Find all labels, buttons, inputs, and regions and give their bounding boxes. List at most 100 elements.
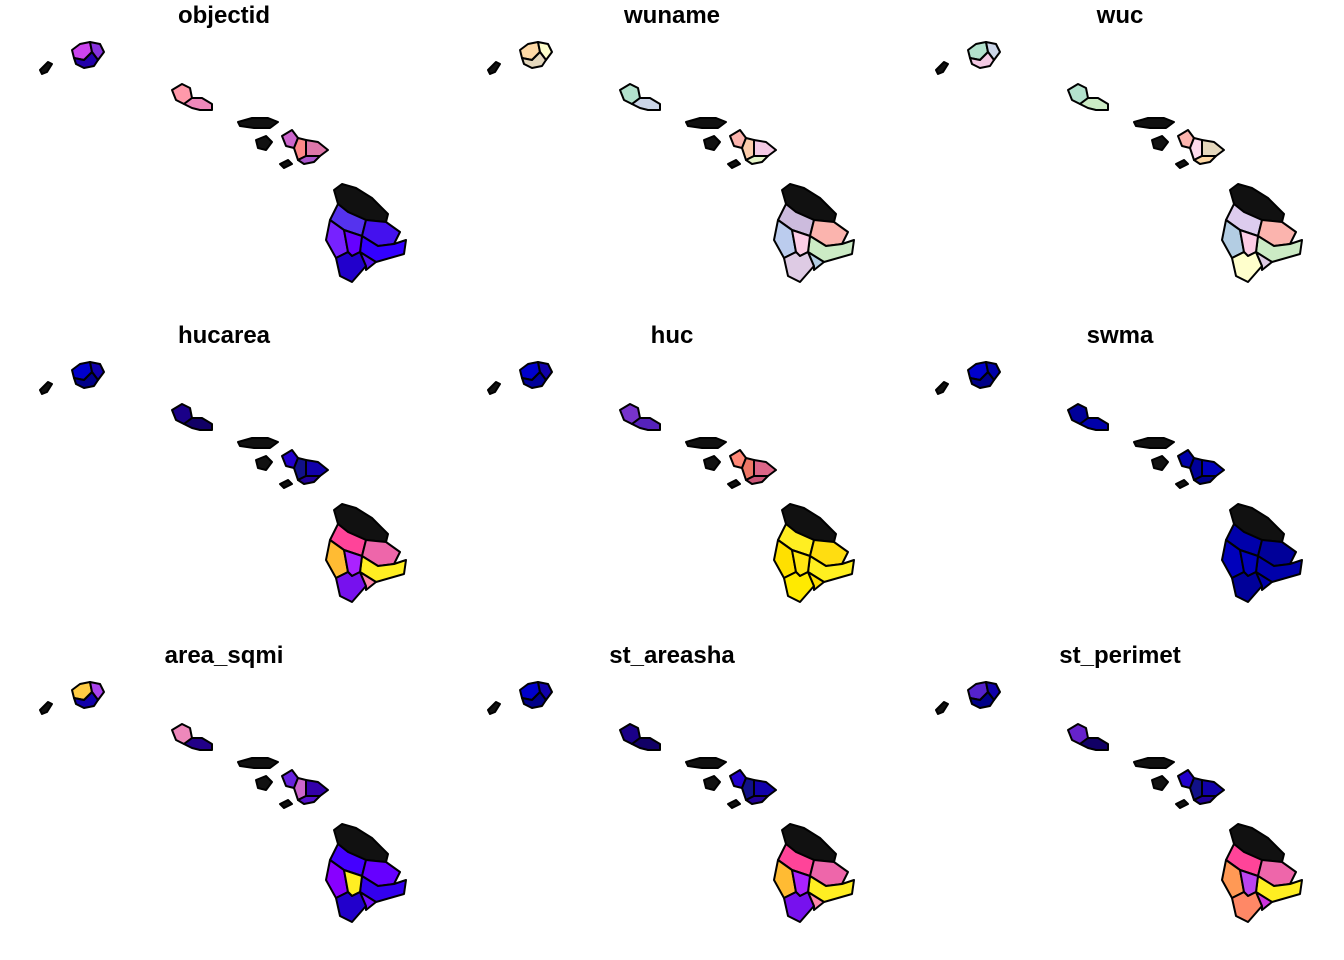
panel-title: swma	[1086, 322, 1154, 349]
map-region-other	[1133, 117, 1175, 129]
map-region-other	[39, 61, 53, 75]
map-region-maui3	[1201, 459, 1225, 477]
map-region-maui4	[1193, 475, 1217, 485]
map-panel-st-perimet: st_perimet	[896, 640, 1344, 960]
hawaii-map	[39, 41, 407, 283]
map-panel-st-areasha: st_areasha	[448, 640, 896, 960]
map-region-other	[255, 775, 273, 791]
hawaii-map	[935, 681, 1303, 923]
panel-title: wuname	[623, 2, 721, 29]
map-panel-area-sqmi: area_sqmi	[0, 640, 448, 960]
map-region-other	[237, 117, 279, 129]
map-panel-swma: swma	[896, 320, 1344, 640]
map-region-bigG	[359, 251, 377, 271]
map-region-other	[727, 159, 741, 169]
hawaii-map	[39, 361, 407, 603]
hawaii-map	[487, 361, 855, 603]
map-region-other	[487, 61, 501, 75]
map-region-maui3	[753, 459, 777, 477]
map-region-other	[1151, 135, 1169, 151]
map-region-kauai2	[537, 361, 553, 381]
map-region-bigG	[807, 891, 825, 911]
map-region-oahu2	[183, 737, 213, 751]
map-region-maui4	[297, 155, 321, 165]
map-region-maui4	[297, 795, 321, 805]
map-region-maui3	[1201, 779, 1225, 797]
map-region-other	[703, 455, 721, 471]
map-region-other	[1133, 757, 1175, 769]
map-region-other	[685, 117, 727, 129]
map-region-kauai3	[969, 51, 995, 69]
map-region-oahu2	[631, 417, 661, 431]
map-region-maui4	[745, 155, 769, 165]
hawaii-map	[487, 681, 855, 923]
map-region-kauai2	[537, 681, 553, 701]
map-region-other	[1175, 799, 1189, 809]
map-region-kauai3	[73, 371, 99, 389]
hawaii-map	[935, 361, 1303, 603]
map-region-maui4	[745, 795, 769, 805]
map-region-other	[279, 159, 293, 169]
map-region-other	[727, 479, 741, 489]
map-region-other	[279, 479, 293, 489]
map-region-maui3	[305, 459, 329, 477]
map-region-maui3	[1201, 139, 1225, 157]
map-region-other	[935, 381, 949, 395]
map-region-kauai3	[521, 691, 547, 709]
map-region-bigG	[807, 251, 825, 271]
map-region-other	[237, 757, 279, 769]
map-region-kauai3	[73, 51, 99, 69]
map-panel-huc: huc	[448, 320, 896, 640]
map-region-kauai2	[89, 361, 105, 381]
map-region-bigG	[1255, 571, 1273, 591]
map-region-other	[39, 381, 53, 395]
map-region-maui3	[305, 139, 329, 157]
map-panel-objectid: objectid	[0, 0, 448, 320]
map-panel-hucarea: hucarea	[0, 320, 448, 640]
map-region-bigG	[1255, 251, 1273, 271]
map-region-other	[935, 61, 949, 75]
map-panel-wuc: wuc	[896, 0, 1344, 320]
map-region-maui3	[305, 779, 329, 797]
map-region-kauai2	[985, 41, 1001, 61]
panel-title: st_perimet	[1059, 642, 1181, 669]
map-region-other	[703, 135, 721, 151]
map-region-maui4	[297, 475, 321, 485]
map-region-oahu2	[1079, 737, 1109, 751]
map-region-other	[685, 437, 727, 449]
panel-title: wuc	[1096, 2, 1144, 29]
map-region-maui4	[1193, 155, 1217, 165]
map-region-oahu2	[631, 97, 661, 111]
map-region-kauai3	[969, 371, 995, 389]
map-region-bigG	[1255, 891, 1273, 911]
panel-title: objectid	[177, 2, 270, 29]
map-region-other	[1151, 455, 1169, 471]
map-region-oahu2	[183, 97, 213, 111]
map-region-other	[1175, 159, 1189, 169]
map-region-other	[487, 701, 501, 715]
map-region-other	[487, 381, 501, 395]
map-region-kauai2	[985, 681, 1001, 701]
hawaii-map	[935, 41, 1303, 283]
panel-title: st_areasha	[609, 642, 735, 669]
map-region-kauai2	[89, 681, 105, 701]
map-region-bigG	[807, 571, 825, 591]
map-region-other	[1133, 437, 1175, 449]
map-region-kauai3	[521, 371, 547, 389]
hawaii-map	[487, 41, 855, 283]
panel-title: huc	[650, 322, 694, 349]
map-panel-wuname: wuname	[448, 0, 896, 320]
map-region-oahu2	[631, 737, 661, 751]
map-region-kauai2	[89, 41, 105, 61]
map-region-other	[237, 437, 279, 449]
map-region-oahu2	[1079, 97, 1109, 111]
map-region-other	[255, 135, 273, 151]
map-region-oahu2	[183, 417, 213, 431]
map-region-kauai3	[521, 51, 547, 69]
map-region-bigG	[359, 891, 377, 911]
map-region-kauai3	[73, 691, 99, 709]
map-region-kauai2	[537, 41, 553, 61]
map-region-bigG	[359, 571, 377, 591]
map-region-kauai2	[985, 361, 1001, 381]
